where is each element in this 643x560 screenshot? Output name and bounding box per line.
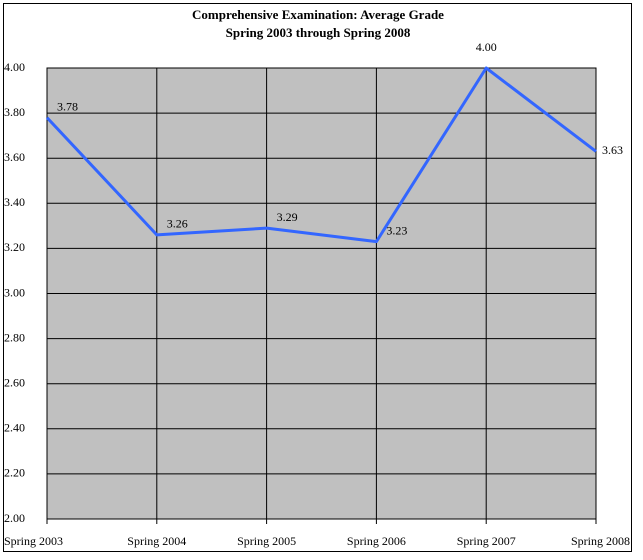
- chart-subtitle: Spring 2003 through Spring 2008: [226, 25, 411, 40]
- y-tick-label: 3.00: [4, 285, 25, 299]
- data-label: 3.26: [167, 217, 188, 231]
- y-tick-label: 3.80: [4, 105, 25, 119]
- x-tick-label: Spring 2005: [237, 534, 296, 548]
- x-tick-label: Spring 2004: [127, 534, 186, 548]
- y-tick-label: 3.40: [4, 195, 25, 209]
- data-label: 3.23: [386, 223, 407, 237]
- data-label: 3.29: [277, 210, 298, 224]
- y-tick-label: 4.00: [4, 60, 25, 74]
- x-tick-label: Spring 2006: [347, 534, 406, 548]
- x-tick-label: Spring 2003: [4, 534, 63, 548]
- chart-title: Comprehensive Examination: Average Grade: [192, 7, 444, 22]
- data-label: 3.78: [57, 99, 78, 113]
- x-tick-label: Spring 2008: [571, 534, 630, 548]
- y-tick-label: 2.60: [4, 375, 25, 389]
- data-line: [45, 66, 597, 244]
- y-tick-label: 2.40: [4, 421, 25, 435]
- x-tick-label: Spring 2007: [457, 534, 516, 548]
- y-tick-label: 2.00: [4, 511, 25, 525]
- data-label: 3.63: [602, 143, 623, 157]
- y-tick-label: 2.20: [4, 466, 25, 480]
- y-tick-label: 3.20: [4, 240, 25, 254]
- y-tick-label: 3.60: [4, 150, 25, 164]
- y-tick-label: 2.80: [4, 330, 25, 344]
- data-label: 4.00: [476, 40, 497, 54]
